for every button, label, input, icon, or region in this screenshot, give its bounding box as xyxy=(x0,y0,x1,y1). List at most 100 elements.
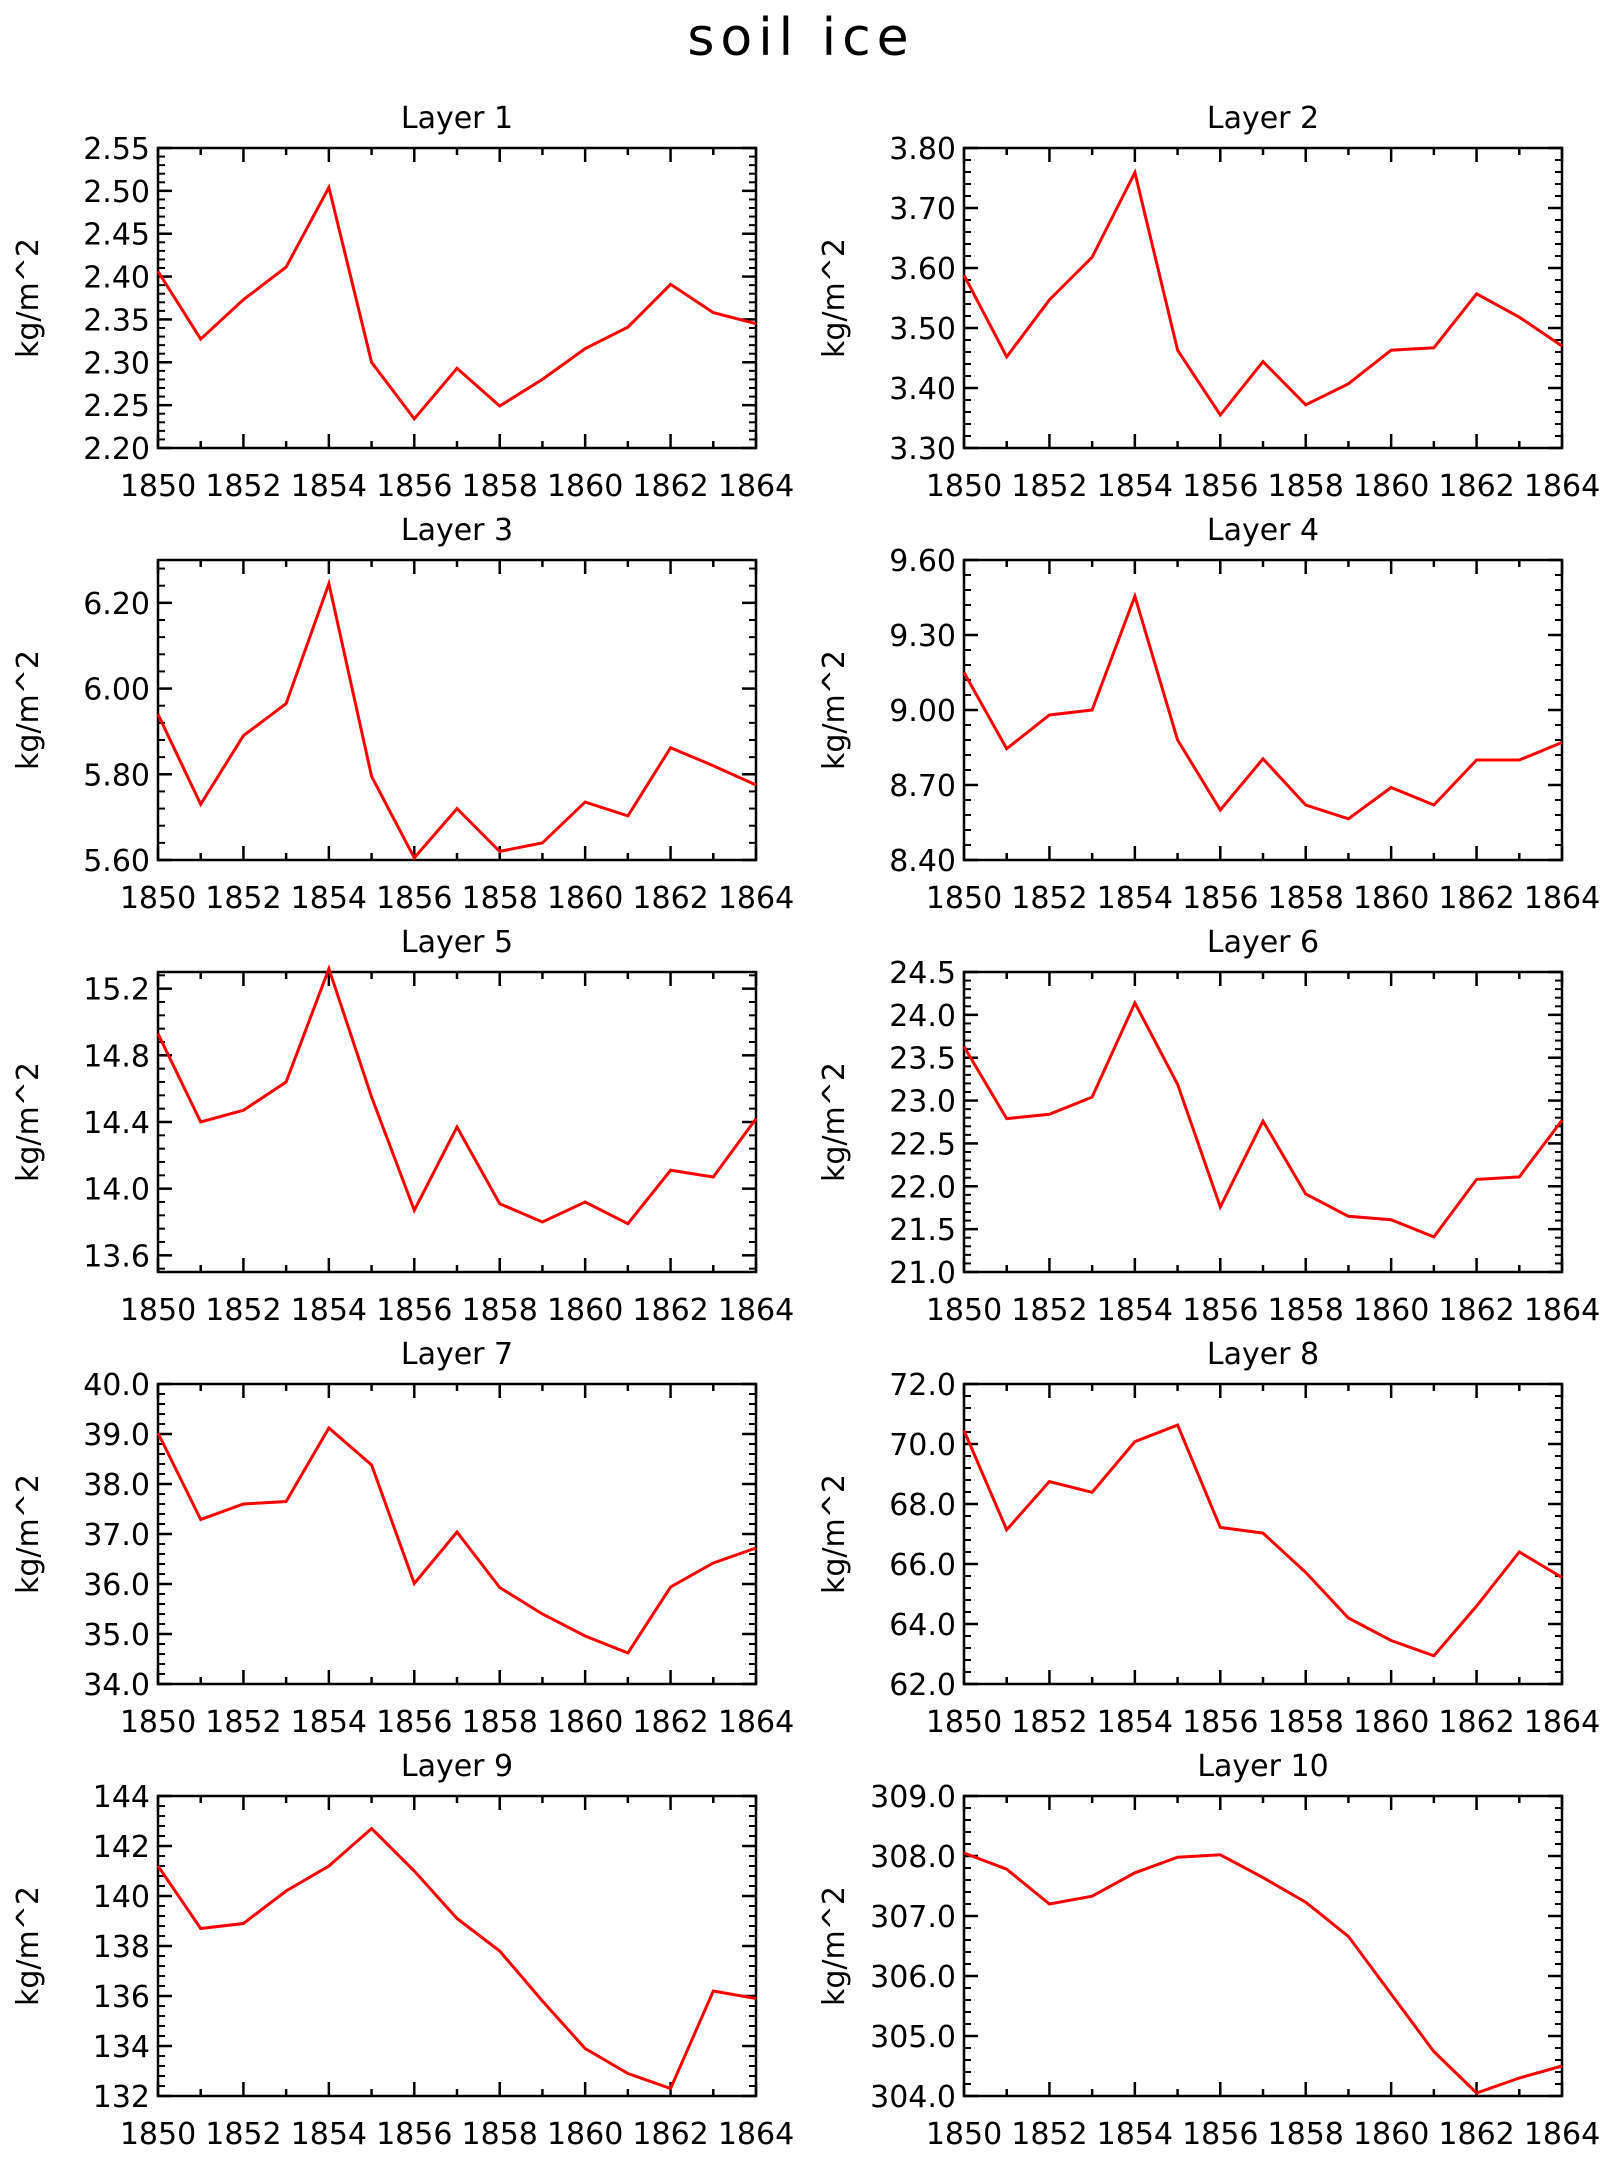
y-tick-label: 308.0 xyxy=(870,1840,956,1875)
y-tick-label: 138 xyxy=(93,1930,150,1965)
panel-title: Layer 7 xyxy=(401,1337,513,1372)
chart-panel: Layer 9 kg/m^2 132 134 136 138 140 142 144 1850 18… xyxy=(11,1749,794,2152)
y-tick-label: 24.0 xyxy=(889,999,956,1034)
y-axis-label: kg/m^2 xyxy=(817,1062,852,1182)
x-tick-label: 1864 xyxy=(1524,2117,1600,2152)
x-tick-label: 1854 xyxy=(291,469,367,504)
y-tick-label: 64.0 xyxy=(889,1608,956,1643)
x-tick-label: 1854 xyxy=(291,881,367,916)
y-tick-label: 3.30 xyxy=(889,432,956,467)
x-tick-label: 1862 xyxy=(1438,469,1514,504)
x-tick-label: 1860 xyxy=(1353,469,1429,504)
y-tick-label: 134 xyxy=(93,2030,150,2065)
y-tick-label: 23.5 xyxy=(889,1042,956,1077)
y-tick-label: 8.70 xyxy=(889,769,956,804)
panel-title: Layer 5 xyxy=(401,925,513,960)
y-tick-label: 14.4 xyxy=(83,1106,150,1141)
x-tick-label: 1856 xyxy=(1182,469,1258,504)
y-axis-label: kg/m^2 xyxy=(11,1474,46,1594)
data-line xyxy=(962,1423,1563,1658)
x-tick-label: 1858 xyxy=(462,2117,538,2152)
figure-title: soil ice xyxy=(687,8,914,68)
x-tick-label: 1852 xyxy=(205,2117,281,2152)
x-tick-label: 1862 xyxy=(1438,1705,1514,1740)
x-tick-label: 1854 xyxy=(1097,1293,1173,1328)
data-line xyxy=(156,183,757,422)
y-tick-label: 37.0 xyxy=(83,1518,150,1553)
y-tick-label: 5.60 xyxy=(83,844,150,879)
y-axis-label: kg/m^2 xyxy=(817,1474,852,1594)
data-line xyxy=(156,1425,757,1655)
plot-frame xyxy=(156,1794,758,2098)
x-tick-label: 1854 xyxy=(1097,469,1173,504)
panel-title: Layer 2 xyxy=(1207,101,1319,136)
y-tick-label: 40.0 xyxy=(83,1368,150,1403)
y-axis-label: kg/m^2 xyxy=(817,650,852,770)
y-axis-label: kg/m^2 xyxy=(11,650,46,770)
chart-panel: Layer 5 kg/m^2 13.6 14.0 14.4 14.8 15.2 1850 185… xyxy=(11,925,794,1328)
x-tick-label: 1858 xyxy=(1268,469,1344,504)
chart-panel: Layer 3 kg/m^2 5.60 5.80 6.00 6.20 1850 1852 185… xyxy=(11,513,794,916)
chart-panel: Layer 1 kg/m^2 2.20 2.25 2.30 2.35 2.40 2.45 2.5… xyxy=(11,101,794,504)
panel-title: Layer 8 xyxy=(1207,1337,1319,1372)
y-axis-label: kg/m^2 xyxy=(11,238,46,358)
data-line xyxy=(963,1851,1563,2095)
y-tick-label: 14.8 xyxy=(83,1039,150,1074)
x-tick-label: 1858 xyxy=(1268,2117,1344,2152)
y-tick-label: 15.2 xyxy=(83,973,150,1008)
x-tick-label: 1864 xyxy=(1524,1293,1600,1328)
x-tick-label: 1854 xyxy=(1097,881,1173,916)
x-tick-label: 1864 xyxy=(718,1293,794,1328)
y-tick-label: 34.0 xyxy=(83,1668,150,1703)
y-tick-label: 21.5 xyxy=(889,1213,956,1248)
data-line xyxy=(156,578,757,861)
x-tick-label: 1860 xyxy=(547,1705,623,1740)
x-tick-label: 1858 xyxy=(1268,1293,1344,1328)
y-tick-label: 35.0 xyxy=(83,1618,150,1653)
y-tick-label: 14.0 xyxy=(83,1173,150,1208)
x-tick-label: 1862 xyxy=(1438,881,1514,916)
x-tick-label: 1852 xyxy=(1011,881,1087,916)
plot-frame xyxy=(962,558,1564,862)
y-tick-label: 2.20 xyxy=(83,432,150,467)
x-tick-label: 1856 xyxy=(1182,1293,1258,1328)
y-tick-label: 6.20 xyxy=(83,587,150,622)
chart-panel: Layer 7 kg/m^2 34.0 35.0 36.0 37.0 38.0 39.0 40.… xyxy=(11,1337,794,1740)
x-tick-label: 1852 xyxy=(1011,1293,1087,1328)
x-tick-label: 1862 xyxy=(632,2117,708,2152)
y-tick-label: 2.50 xyxy=(83,175,150,210)
y-tick-label: 3.80 xyxy=(889,132,956,167)
y-tick-label: 21.0 xyxy=(889,1256,956,1291)
y-tick-label: 62.0 xyxy=(889,1668,956,1703)
panels-container: Layer 1 kg/m^2 2.20 2.25 2.30 2.35 2.40 2.45 2.5… xyxy=(11,101,1600,2152)
x-tick-label: 1862 xyxy=(632,1705,708,1740)
y-tick-label: 36.0 xyxy=(83,1568,150,1603)
y-tick-label: 140 xyxy=(93,1880,150,1915)
x-tick-label: 1850 xyxy=(120,1293,196,1328)
x-tick-label: 1850 xyxy=(120,469,196,504)
x-tick-label: 1852 xyxy=(205,1705,281,1740)
data-line xyxy=(962,591,1563,821)
panel-title: Layer 9 xyxy=(401,1749,513,1784)
y-tick-label: 24.5 xyxy=(889,956,956,991)
panel-title: Layer 3 xyxy=(401,513,513,548)
x-tick-label: 1862 xyxy=(1438,1293,1514,1328)
y-tick-label: 23.0 xyxy=(889,1085,956,1120)
y-tick-label: 144 xyxy=(93,1780,150,1815)
y-tick-label: 304.0 xyxy=(870,2080,956,2115)
x-tick-label: 1864 xyxy=(718,1705,794,1740)
y-axis-label: kg/m^2 xyxy=(11,1886,46,2006)
x-tick-label: 1856 xyxy=(1182,881,1258,916)
x-tick-label: 1850 xyxy=(120,2117,196,2152)
y-tick-label: 2.35 xyxy=(83,303,150,338)
x-tick-label: 1852 xyxy=(1011,2117,1087,2152)
y-axis-label: kg/m^2 xyxy=(817,1886,852,2006)
x-tick-label: 1860 xyxy=(1353,881,1429,916)
y-tick-label: 136 xyxy=(93,1980,150,2015)
y-tick-label: 68.0 xyxy=(889,1488,956,1523)
y-tick-label: 38.0 xyxy=(83,1468,150,1503)
x-tick-label: 1860 xyxy=(547,881,623,916)
data-line xyxy=(962,168,1563,418)
x-tick-label: 1862 xyxy=(1438,2117,1514,2152)
